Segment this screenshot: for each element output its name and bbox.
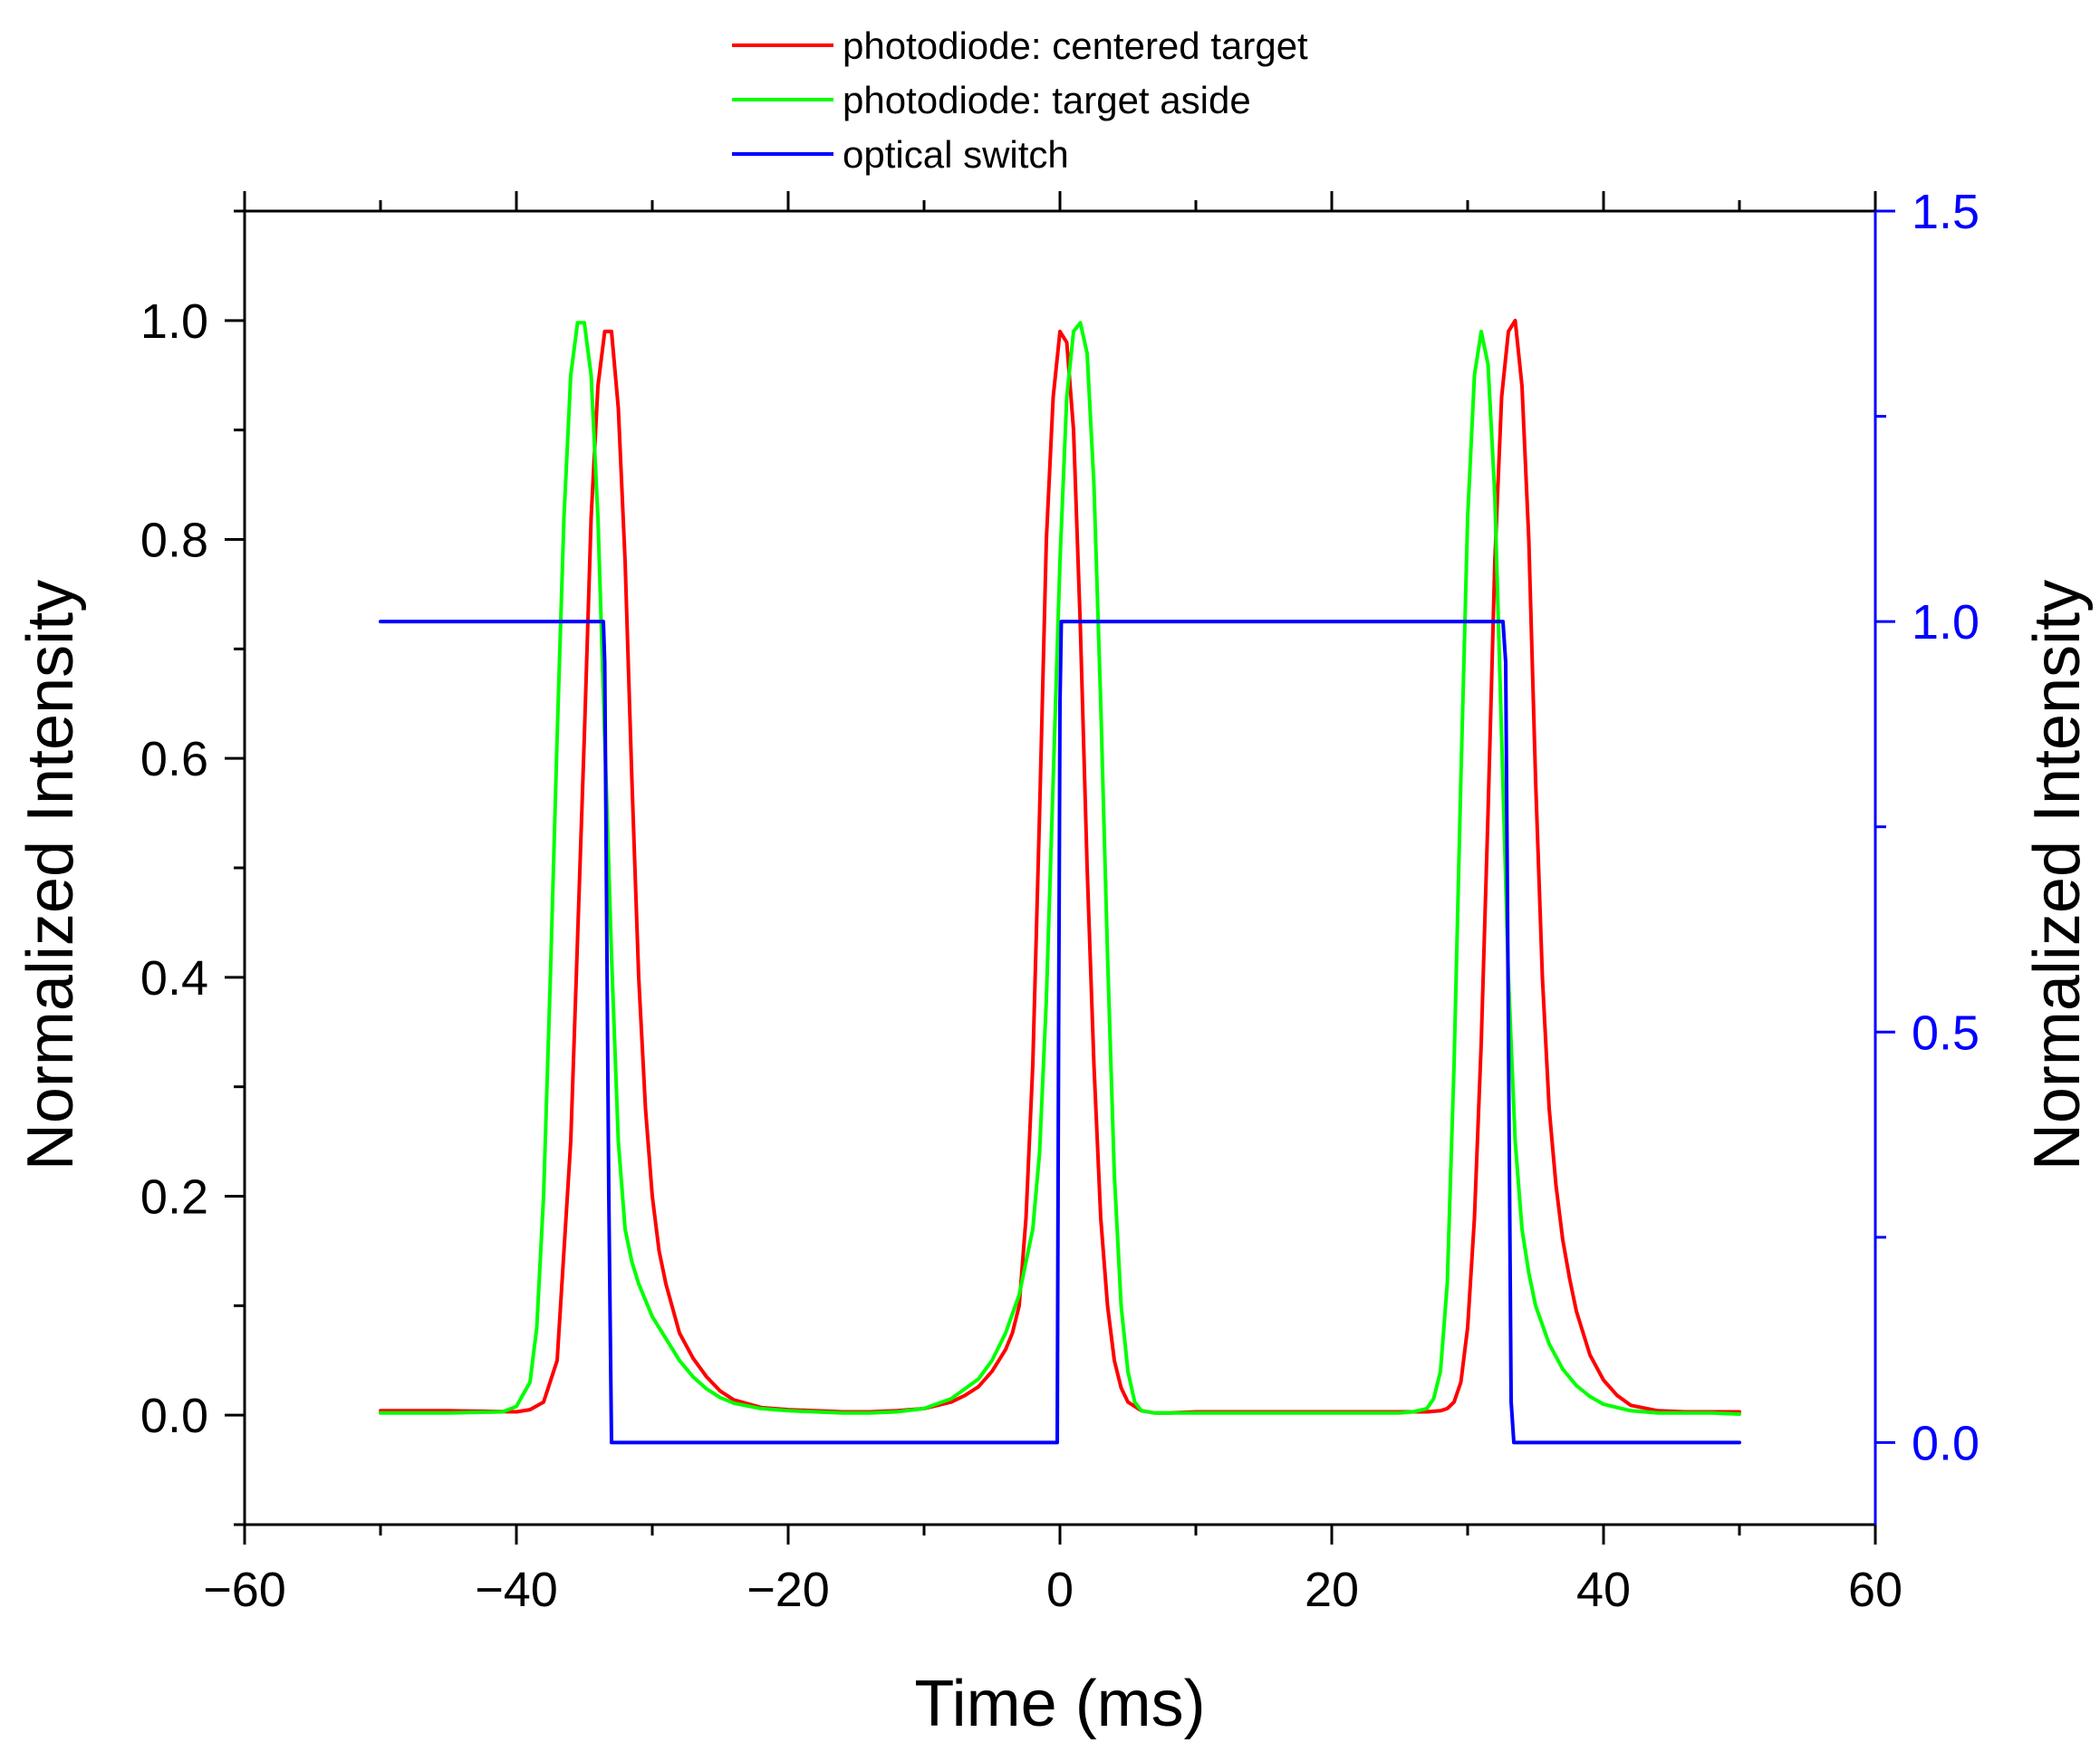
y-tick-label-left: 0.6 <box>140 732 208 786</box>
x-axis-title: Time (ms) <box>914 1668 1205 1740</box>
y-tick-label-left: 0.2 <box>140 1170 208 1225</box>
x-tick-label: 40 <box>1576 1563 1631 1617</box>
y-axis-title-right: Normalized Intensity <box>2021 580 2094 1170</box>
series-line-photodiode-centered-target <box>379 318 1741 1415</box>
legend: photodiode: centered target photodiode: … <box>732 24 1308 176</box>
series-layer <box>379 318 1741 1445</box>
y-axis-title-left: Normalized Intensity <box>14 580 87 1170</box>
y-tick-label-right: 1.5 <box>1912 185 1980 239</box>
y-tick-label-left: 0.4 <box>140 951 208 1006</box>
series-line-optical-switch <box>379 620 1741 1445</box>
legend-label-centered-target: photodiode: centered target <box>843 24 1308 67</box>
x-tick-label: −20 <box>747 1563 830 1617</box>
y-tick-label-right: 1.0 <box>1912 595 1980 650</box>
y-tick-label-left: 1.0 <box>140 294 208 349</box>
legend-label-target-aside: photodiode: target aside <box>843 79 1251 121</box>
x-tick-label: −40 <box>475 1563 558 1617</box>
y-tick-label-left: 0.0 <box>140 1389 208 1443</box>
x-tick-label: 20 <box>1305 1563 1359 1617</box>
axes-layer: −60 −40 −20 0 20 40 60 0.0 0.2 0.4 0.6 0.8 1.0 0.0 0.5… <box>140 185 1980 1617</box>
x-tick-label: 0 <box>1046 1563 1074 1617</box>
x-tick-label: −60 <box>203 1563 286 1617</box>
y-tick-label-left: 0.8 <box>140 514 208 568</box>
y-tick-label-right: 0.5 <box>1912 1006 1980 1060</box>
y-tick-label-right: 0.0 <box>1912 1416 1980 1470</box>
legend-label-optical-switch: optical switch <box>843 133 1069 176</box>
x-tick-label: 60 <box>1848 1563 1903 1617</box>
